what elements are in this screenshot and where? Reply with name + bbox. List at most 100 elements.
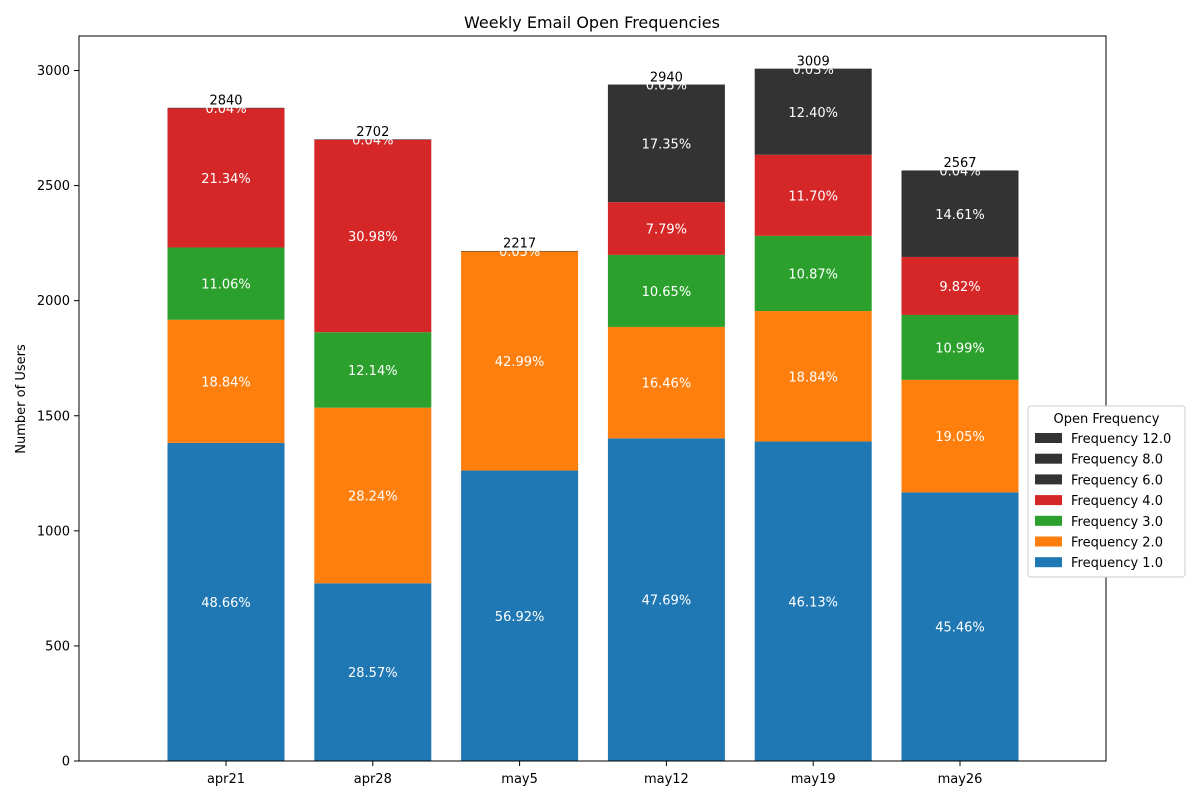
segment-percent-label: 14.61% xyxy=(935,208,985,223)
legend-entry-label: Frequency 1.0 xyxy=(1071,556,1163,571)
legend-entry-label: Frequency 8.0 xyxy=(1071,453,1163,468)
bar-total-label: 3009 xyxy=(797,54,830,69)
segment-percent-label: 12.14% xyxy=(348,364,398,379)
segment-percent-label: 21.34% xyxy=(201,172,251,187)
x-tick-label: may26 xyxy=(938,772,983,787)
y-tick-label: 2500 xyxy=(37,179,70,194)
segment-percent-label: 48.66% xyxy=(201,596,251,611)
bar-segment xyxy=(167,247,285,320)
segment-percent-label: 18.84% xyxy=(201,375,251,390)
y-tick-label: 3000 xyxy=(37,64,70,79)
bar-segment xyxy=(461,470,579,761)
legend-swatch xyxy=(1035,536,1062,547)
bar-segment xyxy=(754,235,872,312)
segment-percent-label: 17.35% xyxy=(642,137,692,152)
bar-segment xyxy=(314,139,432,333)
segment-percent-label: 47.69% xyxy=(642,594,692,609)
bar-total-label: 2940 xyxy=(650,70,683,85)
bar-segment xyxy=(461,250,579,252)
segment-percent-label: 0.04% xyxy=(205,102,246,117)
bar-segment xyxy=(167,442,285,761)
bar-segment xyxy=(314,583,432,761)
x-tick-label: apr21 xyxy=(207,772,245,787)
bar-segment xyxy=(901,492,1019,761)
segment-percent-label: 9.82% xyxy=(939,280,980,295)
x-tick-label: may5 xyxy=(501,772,538,787)
segment-percent-label: 11.70% xyxy=(788,189,838,204)
bar-segment xyxy=(607,84,725,203)
segment-percent-label: 45.46% xyxy=(935,621,985,636)
legend-swatch xyxy=(1035,515,1062,526)
legend-box xyxy=(1027,405,1186,578)
segment-percent-label: 10.87% xyxy=(788,267,838,282)
segment-percent-label: 56.92% xyxy=(495,610,545,625)
legend-entry-label: Frequency 12.0 xyxy=(1071,432,1171,447)
legend-swatch xyxy=(1035,474,1062,485)
legend-swatch xyxy=(1035,453,1062,464)
bar-total-label: 2840 xyxy=(209,93,242,108)
segment-percent-label: 10.99% xyxy=(935,341,985,356)
y-tick-label: 2000 xyxy=(37,294,70,309)
segment-percent-label: 46.13% xyxy=(788,595,838,610)
bar-segment xyxy=(314,139,432,140)
segment-percent-label: 18.84% xyxy=(788,370,838,385)
chart-title: Weekly Email Open Frequencies xyxy=(464,13,720,32)
x-tick-label: apr28 xyxy=(354,772,392,787)
bar-segment xyxy=(754,68,872,155)
bar-total-label: 2217 xyxy=(503,237,536,252)
segment-percent-label: 42.99% xyxy=(495,355,545,370)
y-tick-label: 0 xyxy=(62,755,70,770)
bar-segment xyxy=(754,68,872,70)
segment-percent-label: 28.57% xyxy=(348,666,398,681)
bar-segment xyxy=(754,154,872,236)
x-tick-label: may12 xyxy=(644,772,689,787)
bar-segment xyxy=(167,107,285,109)
bar-segment xyxy=(754,441,872,761)
segment-percent-label: 0.03% xyxy=(646,79,687,94)
bar-segment xyxy=(167,319,285,443)
bar-segment xyxy=(461,251,579,471)
segment-percent-label: 0.04% xyxy=(352,133,393,148)
segment-percent-label: 16.46% xyxy=(642,377,692,392)
segment-percent-label: 28.24% xyxy=(348,490,398,505)
y-tick-label: 1000 xyxy=(37,524,70,539)
bar-segment xyxy=(167,108,285,248)
bar-segment xyxy=(607,202,725,255)
segment-percent-label: 0.03% xyxy=(793,63,834,78)
bar-segment xyxy=(901,314,1019,380)
bar-segment xyxy=(607,438,725,761)
plot-frame xyxy=(78,35,1107,762)
segment-percent-label: 0.04% xyxy=(939,165,980,180)
legend-swatch xyxy=(1035,433,1062,443)
y-axis-label: Number of Users xyxy=(14,344,29,454)
bar-segment xyxy=(607,326,725,439)
bar-total-label: 2567 xyxy=(943,156,976,171)
legend-entry-label: Frequency 6.0 xyxy=(1071,473,1163,488)
segment-percent-label: 7.79% xyxy=(646,223,687,238)
segment-percent-label: 12.40% xyxy=(788,106,838,121)
legend-entry-label: Frequency 3.0 xyxy=(1071,515,1163,530)
bar-segment xyxy=(607,254,725,327)
bar-segment xyxy=(901,256,1019,315)
segment-percent-label: 0.05% xyxy=(499,245,540,260)
legend-swatch xyxy=(1035,495,1062,506)
bar-segment xyxy=(314,332,432,408)
segment-percent-label: 30.98% xyxy=(348,230,398,245)
legend-entry-label: Frequency 2.0 xyxy=(1071,536,1163,551)
segment-percent-label: 11.06% xyxy=(201,278,251,293)
segment-percent-label: 10.65% xyxy=(642,285,692,300)
bar-segment xyxy=(901,170,1019,257)
y-tick-label: 500 xyxy=(45,639,70,654)
x-tick-label: may19 xyxy=(791,772,836,787)
bar-total-label: 2702 xyxy=(356,125,389,140)
legend-title: Open Frequency xyxy=(1053,412,1159,427)
segment-percent-label: 19.05% xyxy=(935,430,985,445)
legend-swatch xyxy=(1035,557,1062,568)
legend-entry-label: Frequency 4.0 xyxy=(1071,494,1163,509)
bar-segment xyxy=(901,379,1019,493)
bar-segment xyxy=(607,84,725,86)
y-tick-label: 1500 xyxy=(37,409,70,424)
bar-segment xyxy=(754,311,872,442)
